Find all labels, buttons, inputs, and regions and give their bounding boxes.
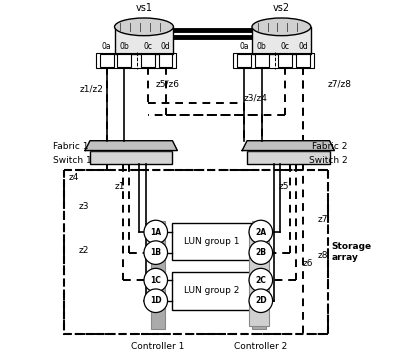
Text: LUN group 2: LUN group 2 [184,286,239,295]
Text: Controller 1: Controller 1 [131,342,184,351]
Ellipse shape [114,18,173,36]
Text: 2C: 2C [255,276,266,285]
Text: vs2: vs2 [273,3,290,13]
Text: z2: z2 [79,246,89,255]
Bar [252,221,266,329]
Bar [151,221,165,329]
Circle shape [144,268,167,292]
Text: 0a: 0a [102,42,112,52]
Text: z4: z4 [69,172,79,182]
Bar [118,54,131,67]
Text: Switch 1: Switch 1 [53,156,92,165]
Polygon shape [242,141,334,151]
Text: 0b: 0b [257,42,267,52]
Circle shape [249,241,273,264]
Text: z7/z8: z7/z8 [328,79,352,88]
Text: 1D: 1D [150,296,162,305]
Text: 1B: 1B [150,248,161,257]
Text: 2D: 2D [255,296,266,305]
Circle shape [144,289,167,313]
Bar [233,53,314,68]
Bar [100,54,114,67]
Text: 0b: 0b [119,42,129,52]
Ellipse shape [252,18,311,36]
Text: z3/z4: z3/z4 [244,94,268,103]
Bar [255,54,269,67]
Bar [237,54,251,67]
Text: LUN group 1: LUN group 1 [184,237,239,246]
Bar [296,54,310,67]
Text: Fabric 1: Fabric 1 [53,142,88,151]
Text: 2B: 2B [255,248,266,257]
Text: 0d: 0d [161,42,171,52]
Bar [96,53,176,68]
Text: z7: z7 [318,215,328,224]
Text: z6: z6 [303,259,314,268]
Text: z1/z2: z1/z2 [80,84,104,93]
Text: 2A: 2A [255,228,266,237]
Bar [247,151,329,164]
Bar [114,27,173,54]
Circle shape [144,241,167,264]
Text: Fabric 2: Fabric 2 [312,142,347,151]
Text: 1A: 1A [150,228,161,237]
Text: 1C: 1C [150,276,161,285]
Text: Storage
array: Storage array [331,242,372,262]
Circle shape [249,289,273,313]
Bar [173,272,251,310]
Text: z8: z8 [318,251,328,260]
Text: Controller 2: Controller 2 [234,342,287,351]
Text: 0d: 0d [298,42,308,52]
Circle shape [249,220,273,244]
Bar [279,54,292,67]
Bar [173,223,251,261]
Circle shape [144,220,167,244]
Text: vs1: vs1 [136,3,152,13]
Text: Switch 2: Switch 2 [309,156,347,165]
Bar [141,54,155,67]
Bar [252,27,311,54]
Bar [64,170,328,334]
Text: 0c: 0c [281,42,290,52]
Text: z3: z3 [79,202,89,211]
Circle shape [249,268,273,292]
Bar [249,226,269,326]
Text: 0c: 0c [143,42,152,52]
Text: z1: z1 [114,182,125,191]
Polygon shape [85,141,177,151]
Text: z5: z5 [278,182,288,191]
Text: 0a: 0a [239,42,249,52]
Bar [90,151,173,164]
Bar [159,54,173,67]
Text: z5/z6: z5/z6 [156,79,180,88]
